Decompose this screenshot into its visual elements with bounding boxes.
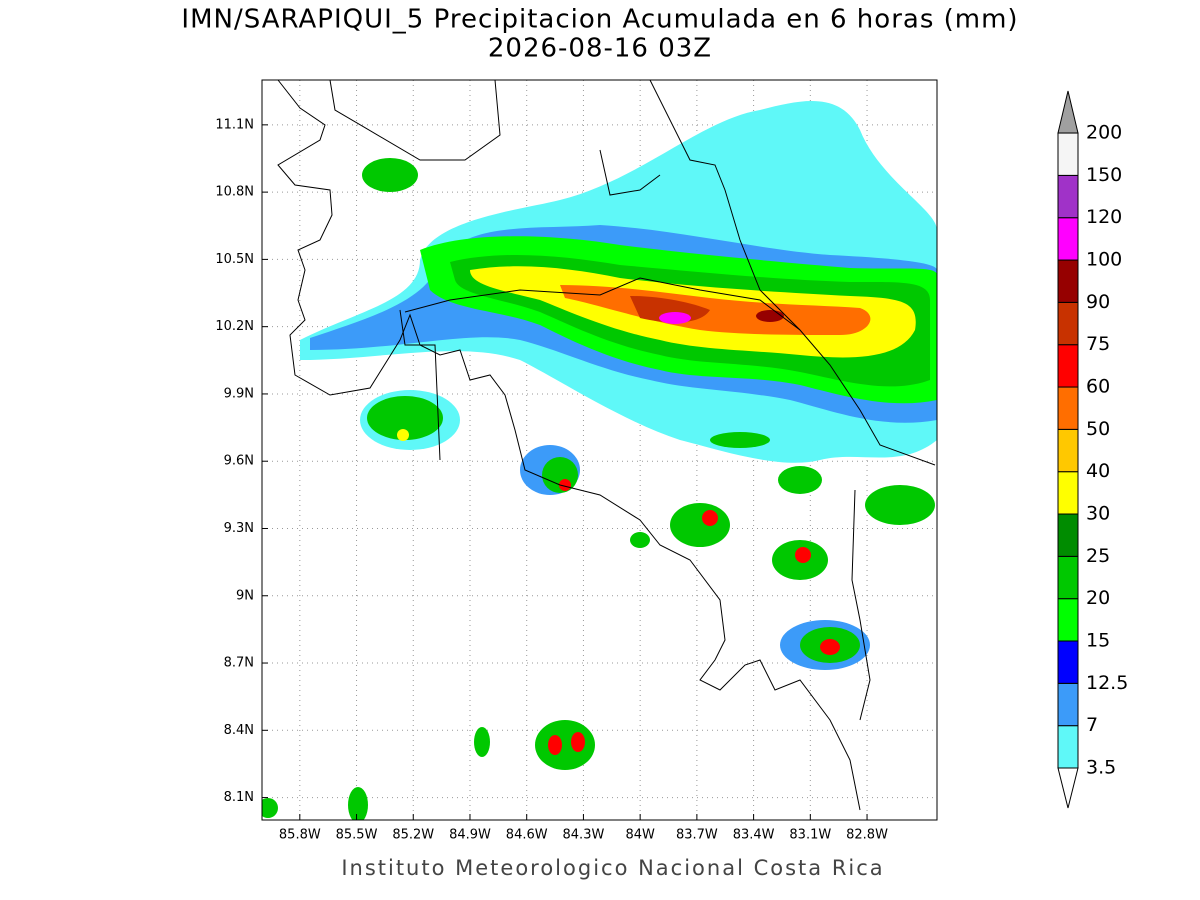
lon-tick-label: 85.2W — [392, 828, 434, 843]
colorbar-label: 50 — [1086, 418, 1110, 440]
lon-tick-label: 83.7W — [676, 828, 718, 843]
colorbar-label: 7 — [1086, 714, 1098, 736]
lat-tick-label: 9.9N — [224, 386, 254, 401]
lat-tick-label: 8.7N — [224, 656, 254, 671]
colorbar-box — [1057, 428, 1079, 473]
colorbar-box — [1057, 217, 1079, 261]
lat-tick-label: 8.1N — [224, 790, 254, 805]
precipitation-field — [262, 101, 937, 820]
colorbar-box — [1057, 344, 1079, 388]
colorbar-box — [1057, 682, 1079, 727]
title: IMN/SARAPIQUI_5 Precipitacion Acumulada … — [181, 5, 1018, 35]
colorbar-label: 15 — [1086, 630, 1110, 652]
colorbar-box — [1057, 640, 1079, 684]
colorbar-label: 100 — [1086, 249, 1122, 271]
colorbar-label: 75 — [1086, 333, 1110, 355]
lat-tick-label: 10.5N — [215, 252, 254, 267]
lon-tick-label: 83.4W — [733, 828, 775, 843]
colorbar-box — [1057, 725, 1079, 769]
colorbar-label: 3.5 — [1086, 757, 1116, 779]
colorbar-over — [1057, 90, 1079, 134]
lon-tick-label: 85.8W — [279, 828, 321, 843]
coastlines — [277, 79, 936, 811]
colorbar-box — [1057, 259, 1079, 303]
map-frame — [261, 79, 938, 821]
colorbar-label: 40 — [1086, 460, 1110, 482]
colorbar-box — [1057, 301, 1079, 346]
lon-tick-label: 83.1W — [789, 828, 831, 843]
colorbar-label: 150 — [1086, 164, 1122, 186]
colorbar-box — [1057, 471, 1079, 515]
colorbar-label: 12.5 — [1086, 672, 1128, 694]
colorbar-under — [1057, 767, 1079, 809]
colorbar-label: 60 — [1086, 376, 1110, 398]
colorbar-label: 90 — [1086, 291, 1110, 313]
colorbar-box — [1057, 513, 1079, 557]
colorbar-label: 20 — [1086, 587, 1110, 609]
lat-tick-label: 10.8N — [215, 185, 254, 200]
colorbar-box — [1057, 386, 1079, 430]
lon-tick-label: 82.8W — [846, 828, 888, 843]
lon-tick-label: 85.5W — [336, 828, 378, 843]
lat-tick-label: 10.2N — [215, 319, 254, 334]
lon-tick-label: 84.9W — [449, 828, 491, 843]
colorbar-box — [1057, 174, 1079, 219]
lon-tick-label: 84W — [625, 828, 655, 843]
lat-tick-label: 9N — [236, 588, 254, 603]
colorbar-label: 200 — [1086, 122, 1122, 144]
lat-tick-label: 8.4N — [224, 723, 254, 738]
lat-tick-label: 9.3N — [224, 521, 254, 536]
colorbar-box — [1057, 555, 1079, 600]
colorbar-label: 120 — [1086, 206, 1122, 228]
footer: Instituto Meteorologico Nacional Costa R… — [341, 856, 884, 880]
colorbar-box — [1057, 598, 1079, 642]
colorbar-label: 30 — [1086, 503, 1110, 525]
lon-tick-label: 84.6W — [506, 828, 548, 843]
colorbar-box — [1057, 132, 1079, 176]
colorbar: 3.5 7 12.5 15 20 25 30 40 50 60 75 90 100 120 150 200 — [1057, 90, 1128, 809]
colorbar-label: 25 — [1086, 545, 1110, 567]
subtitle: 2026-08-16 03Z — [488, 34, 712, 64]
lon-tick-label: 84.3W — [563, 828, 605, 843]
lat-tick-label: 11.1N — [215, 117, 254, 132]
lat-tick-label: 9.6N — [224, 454, 254, 469]
